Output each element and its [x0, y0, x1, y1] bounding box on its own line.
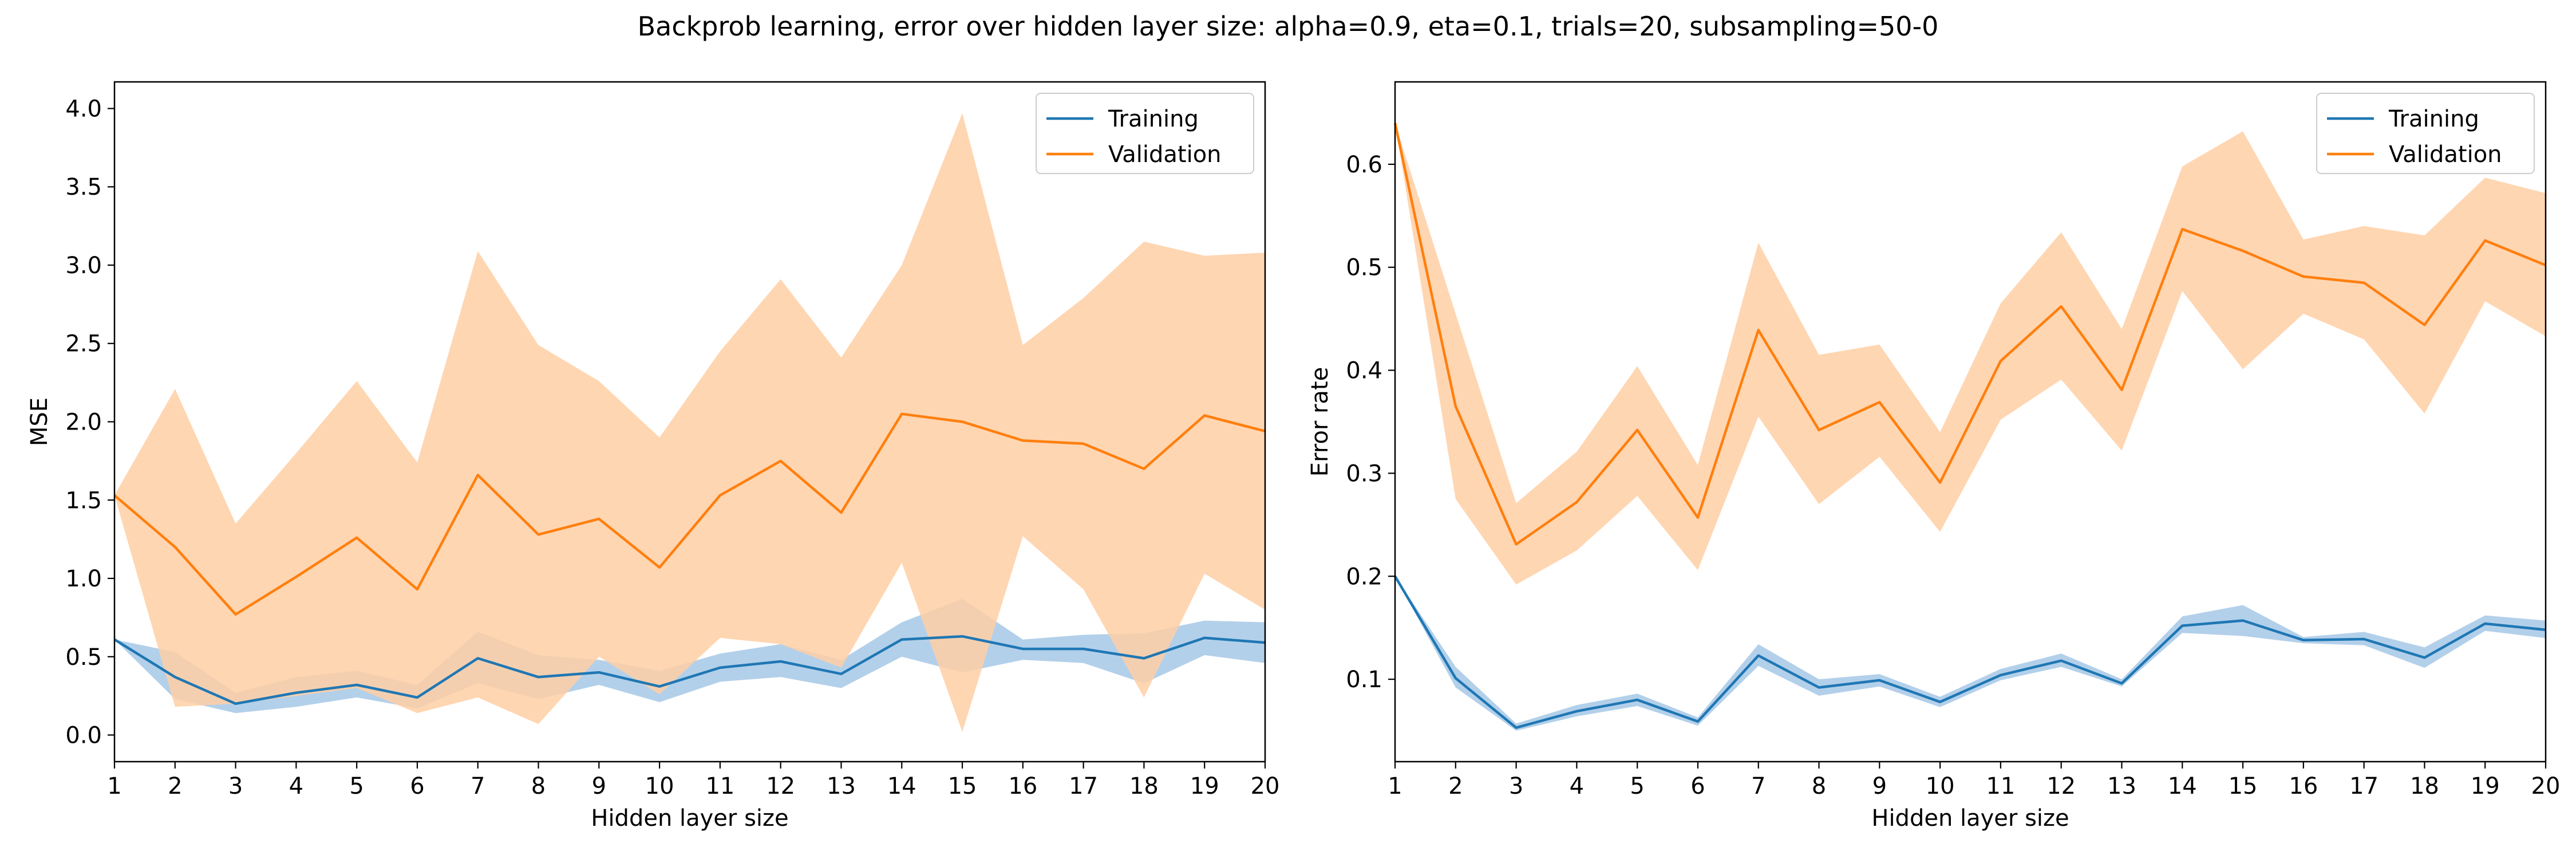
x-tick-label: 19	[1190, 773, 1219, 799]
x-tick-label: 3	[228, 773, 243, 799]
figure-suptitle: Backprob learning, error over hidden lay…	[638, 11, 1939, 42]
legend: Training Validation	[1036, 93, 1254, 174]
x-tick-label: 17	[2349, 773, 2379, 799]
x-tick-label: 11	[1986, 773, 2015, 799]
y-tick-label: 3.5	[65, 174, 102, 200]
x-tick-label: 9	[1872, 773, 1887, 799]
x-tick-label: 6	[1690, 773, 1705, 799]
x-tick-label: 17	[1069, 773, 1098, 799]
x-tick-label: 10	[1926, 773, 1955, 799]
y-tick-label: 2.5	[65, 331, 102, 357]
x-tick-label: 18	[1129, 773, 1159, 799]
x-axis-label: Hidden layer size	[591, 805, 788, 832]
x-tick-label: 14	[2168, 773, 2197, 799]
validation-line	[113, 412, 1266, 616]
x-tick-label: 16	[1008, 773, 1037, 799]
x-tick-label: 15	[2229, 773, 2258, 799]
y-tick-label: 0.5	[65, 644, 102, 671]
x-tick-label: 14	[887, 773, 916, 799]
y-tick-label: 0.0	[65, 723, 102, 749]
legend-label-training: Training	[2388, 106, 2479, 132]
x-tick-label: 1	[107, 773, 121, 799]
y-axis-label: Error rate	[1307, 367, 1333, 476]
x-tick-label: 8	[1812, 773, 1826, 799]
x-tick-label: 7	[1751, 773, 1765, 799]
x-tick-label: 10	[645, 773, 674, 799]
x-axis-label: Hidden layer size	[1871, 805, 2069, 832]
x-tick-label: 2	[168, 773, 182, 799]
x-tick-label: 7	[471, 773, 485, 799]
x-tick-label: 2	[1448, 773, 1463, 799]
x-tick-label: 18	[2410, 773, 2439, 799]
y-tick-label: 1.5	[65, 487, 102, 514]
x-tick-label: 9	[592, 773, 606, 799]
x-tick-label: 13	[2107, 773, 2136, 799]
y-tick-label: 0.4	[1346, 358, 1382, 384]
x-tick-label: 16	[2289, 773, 2318, 799]
y-tick-label: 2.0	[65, 409, 102, 436]
x-tick-label: 1	[1388, 773, 1402, 799]
x-tick-label: 3	[1509, 773, 1523, 799]
training-band	[1395, 576, 2546, 731]
mse-panel: 1 2 3 4 5 6 7 8 9 10 11 12 13 14 15 16 17 18 19 200.00.51.0…	[26, 81, 1280, 832]
y-tick-label: 4.0	[65, 96, 102, 122]
x-tick-label: 20	[2531, 773, 2561, 799]
y-tick-label: 0.5	[1346, 255, 1382, 281]
validation-line	[1393, 123, 2546, 546]
x-tick-label: 13	[827, 773, 856, 799]
y-tick-label: 3.0	[65, 253, 102, 279]
y-tick-label: 0.6	[1346, 152, 1382, 178]
y-tick-label: 0.2	[1346, 564, 1382, 590]
x-tick-label: 5	[349, 773, 364, 799]
training-line	[1394, 576, 2546, 729]
y-tick-label: 0.3	[1346, 460, 1382, 487]
error-rate-panel: 1 2 3 4 5 6 7 8 9 10 11 12 13 14 15 16 17 18 19 200.10.20.3…	[1307, 81, 2561, 832]
x-tick-label: 20	[1251, 773, 1280, 799]
y-tick-label: 1.0	[65, 566, 102, 592]
x-tick-label: 4	[289, 773, 303, 799]
x-tick-label: 6	[410, 773, 424, 799]
legend: Training Validation	[2316, 93, 2535, 174]
training-line	[113, 635, 1266, 706]
x-tick-label: 15	[948, 773, 977, 799]
x-tick-label: 5	[1630, 773, 1644, 799]
validation-band	[1395, 123, 2546, 585]
legend-label-training: Training	[1108, 106, 1199, 132]
x-tick-label: 4	[1570, 773, 1584, 799]
x-tick-label: 8	[531, 773, 546, 799]
x-tick-label: 19	[2471, 773, 2500, 799]
y-axis-label: MSE	[26, 397, 53, 446]
y-tick-label: 0.1	[1346, 667, 1382, 693]
legend-label-validation: Validation	[2389, 141, 2502, 168]
x-tick-label: 12	[2046, 773, 2076, 799]
axes-frame	[1394, 81, 2547, 763]
legend-label-validation: Validation	[1108, 141, 1222, 168]
x-tick-label: 12	[766, 773, 795, 799]
x-tick-label: 11	[705, 773, 734, 799]
